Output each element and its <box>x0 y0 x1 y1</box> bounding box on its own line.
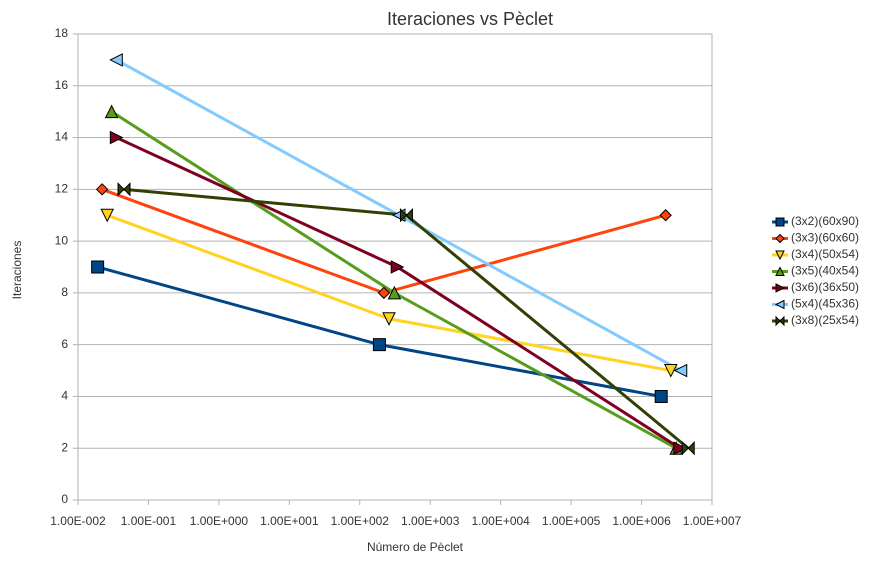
legend-marker <box>775 233 785 244</box>
legend-marker <box>774 299 785 310</box>
chart-title: Iteraciones vs Pèclet <box>387 9 553 29</box>
legend-label: (3x3)(60x60) <box>791 231 859 245</box>
y-tick-label: 6 <box>61 337 68 351</box>
legend-marker <box>775 250 785 261</box>
data-point <box>387 285 402 300</box>
data-point <box>372 338 386 352</box>
legend-label: (3x2)(60x90) <box>791 214 859 228</box>
legend-label: (3x5)(40x54) <box>791 264 859 278</box>
data-point <box>95 183 109 196</box>
y-tick-label: 4 <box>61 389 68 403</box>
legend-label: (5x4)(45x36) <box>791 297 859 311</box>
legend-marker <box>775 217 785 227</box>
legend-marker <box>775 283 786 293</box>
x-tick-label: 1.00E+003 <box>401 514 460 528</box>
series-line <box>110 110 677 450</box>
data-point <box>390 260 405 274</box>
legend-label: (3x8)(25x54) <box>791 313 859 327</box>
y-tick-label: 2 <box>61 440 68 454</box>
plot-border <box>77 33 713 501</box>
y-tick-label: 14 <box>55 130 69 144</box>
x-tick-label: 1.00E-001 <box>121 514 177 528</box>
x-tick-label: 1.00E+005 <box>542 514 601 528</box>
data-point <box>399 208 413 223</box>
legend-label: (3x6)(36x50) <box>791 280 859 294</box>
x-tick-label: 1.00E+007 <box>683 514 742 528</box>
data-point <box>109 130 124 145</box>
x-tick-label: 1.00E+000 <box>190 514 249 528</box>
data-point <box>117 182 131 197</box>
x-tick-label: 1.00E+001 <box>260 514 319 528</box>
legend-marker <box>775 266 785 276</box>
x-tick-label: 1.00E-002 <box>50 514 106 528</box>
data-point <box>382 312 396 326</box>
data-point <box>100 208 115 223</box>
data-point <box>681 441 695 456</box>
data-point <box>673 363 688 378</box>
y-axis-label: Iteraciones <box>10 241 24 300</box>
y-tick-label: 16 <box>55 78 69 92</box>
data-point <box>673 441 688 456</box>
x-axis-label: Número de Pèclet <box>367 540 464 554</box>
y-tick-label: 18 <box>55 26 69 40</box>
y-tick-label: 0 <box>61 492 68 506</box>
x-tick-label: 1.00E+002 <box>331 514 390 528</box>
series-line <box>97 265 662 398</box>
data-point <box>91 260 105 274</box>
legend-marker <box>775 315 785 327</box>
y-tick-label: 10 <box>55 233 69 247</box>
data-point <box>109 53 123 67</box>
data-point <box>104 104 119 119</box>
legend-label: (3x4)(50x54) <box>791 247 859 261</box>
x-tick-label: 1.00E+004 <box>471 514 530 528</box>
data-point <box>377 286 391 300</box>
x-tick-label: 1.00E+006 <box>612 514 671 528</box>
y-tick-label: 12 <box>55 182 69 196</box>
y-tick-label: 8 <box>61 285 68 299</box>
data-point <box>654 389 668 403</box>
data-point <box>659 209 672 222</box>
